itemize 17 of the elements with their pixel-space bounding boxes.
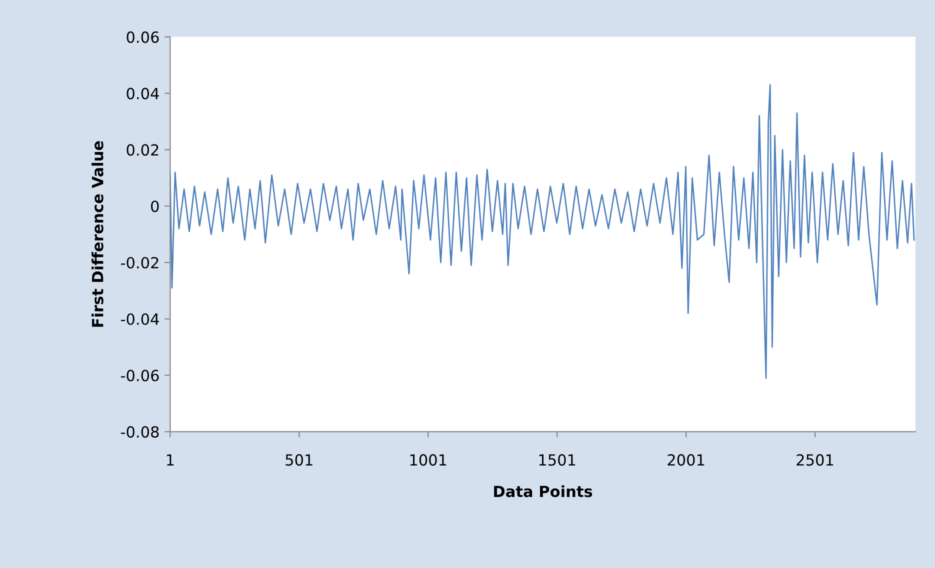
y-tick-label: 0 (151, 200, 159, 212)
x-tick-label: 1 (166, 454, 174, 466)
y-tick-label: 0.04 (126, 88, 159, 100)
x-tick-label: 1001 (410, 454, 446, 466)
y-tick-label: 0.02 (126, 144, 158, 156)
y-tick-label: -0.02 (120, 256, 158, 269)
x-tick-label: 1501 (539, 454, 576, 466)
x-tick-label: 2001 (668, 454, 704, 466)
y-tick-label: -0.08 (120, 426, 159, 438)
x-tick-label: 2501 (796, 454, 834, 466)
line-series (170, 84, 915, 379)
y-tick-label: -0.06 (120, 370, 159, 382)
y-axis-title: First Difference Value (92, 141, 104, 327)
y-tick-label: 0.06 (126, 31, 159, 43)
x-axis-title: Data Points (494, 485, 592, 498)
y-tick-label: -0.04 (120, 313, 159, 325)
x-tick-label: 501 (286, 454, 312, 466)
